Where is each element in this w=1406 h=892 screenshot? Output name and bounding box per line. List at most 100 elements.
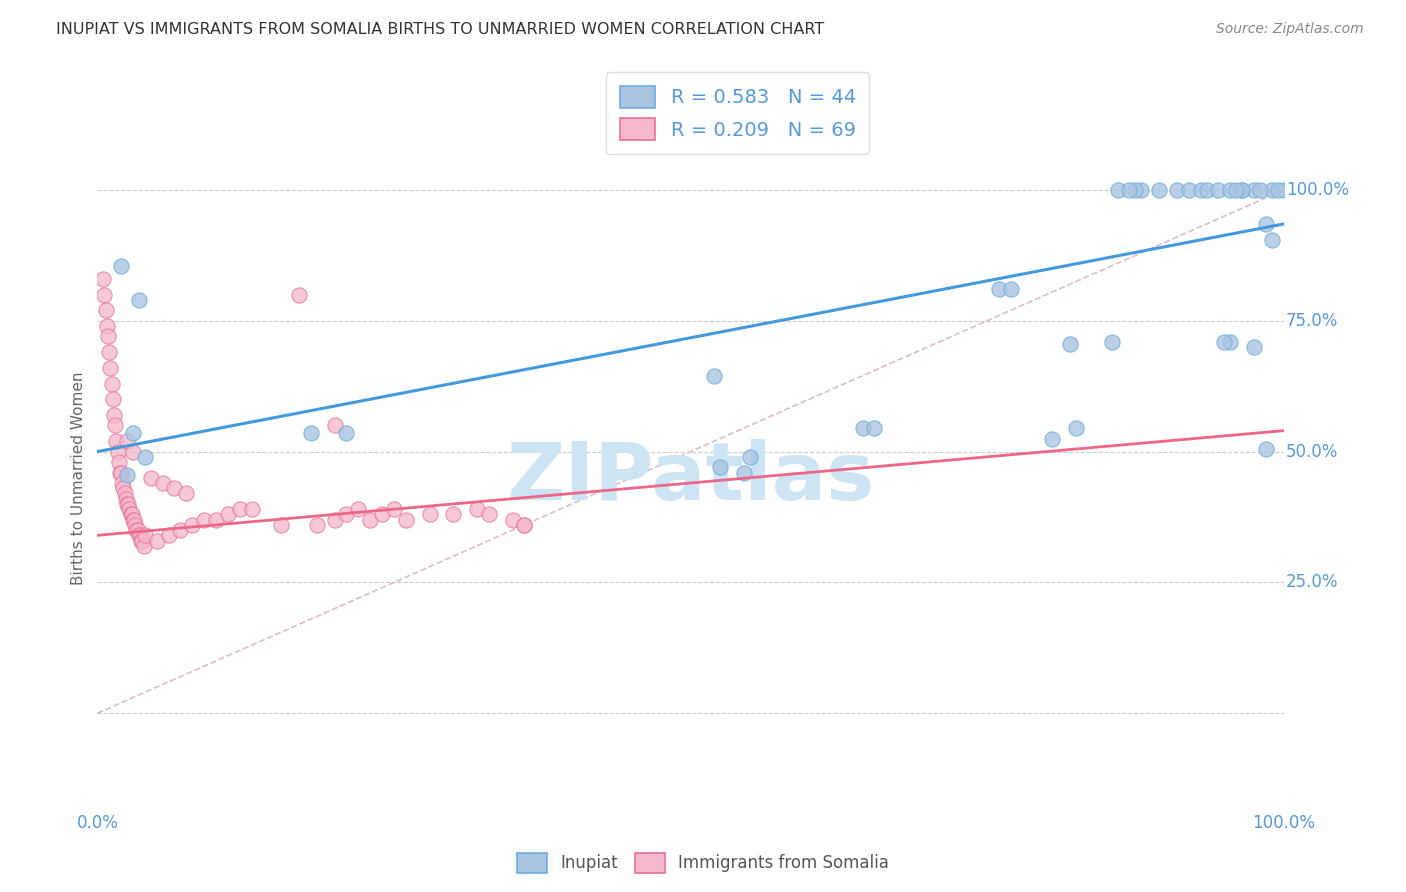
Point (124, 517, 146, 532)
Point (323, 418, 346, 433)
Point (1064, 421, 1087, 435)
Point (122, 513, 145, 527)
Point (709, 460, 731, 475)
Text: 50.0%: 50.0% (1286, 442, 1339, 460)
Point (1261, 233, 1284, 247)
Point (181, 517, 204, 532)
Point (205, 513, 228, 527)
Point (128, 293, 150, 307)
Point (128, 528, 150, 542)
Text: 25.0%: 25.0% (1286, 574, 1339, 591)
Point (101, 392, 124, 407)
Point (121, 508, 143, 522)
Point (851, 421, 873, 435)
Point (97, 329, 120, 343)
Point (703, 368, 725, 383)
Point (96, 318, 118, 333)
Point (1177, 183, 1199, 197)
Point (112, 481, 135, 495)
Point (122, 426, 145, 441)
Point (120, 508, 142, 522)
Point (132, 539, 155, 553)
Point (127, 523, 149, 537)
Point (107, 455, 129, 469)
Point (118, 502, 141, 516)
Point (169, 523, 191, 537)
Point (382, 502, 405, 516)
Point (115, 497, 138, 511)
Point (217, 508, 239, 522)
Point (738, 450, 761, 464)
Point (1219, 334, 1241, 349)
Point (1107, 183, 1129, 197)
Point (107, 444, 129, 458)
Point (228, 502, 250, 516)
Point (270, 517, 292, 532)
Point (323, 513, 346, 527)
Point (176, 486, 198, 500)
Point (1213, 334, 1236, 349)
Point (1040, 432, 1063, 446)
Point (114, 491, 136, 506)
Point (1130, 183, 1153, 197)
Point (359, 513, 381, 527)
Point (1254, 217, 1277, 231)
Point (1219, 183, 1241, 197)
Text: 75.0%: 75.0% (1286, 312, 1339, 330)
Point (100, 360, 122, 375)
Point (117, 497, 139, 511)
Point (478, 508, 501, 522)
Point (114, 486, 136, 500)
Point (93, 287, 115, 301)
Legend: Inupiat, Immigrants from Somalia: Inupiat, Immigrants from Somalia (510, 847, 896, 880)
Point (193, 513, 215, 527)
Point (513, 517, 536, 532)
Point (335, 426, 357, 441)
Point (1195, 183, 1218, 197)
Point (1225, 183, 1247, 197)
Point (1261, 183, 1284, 197)
Point (103, 408, 125, 422)
Text: ZIPatlas: ZIPatlas (506, 439, 875, 516)
Point (1254, 442, 1277, 456)
Point (1166, 183, 1188, 197)
Point (1189, 183, 1212, 197)
Point (131, 533, 153, 548)
Point (1243, 183, 1265, 197)
Point (108, 466, 131, 480)
Point (395, 513, 418, 527)
Point (465, 502, 488, 516)
Legend: R = 0.583   N = 44, R = 0.209   N = 69: R = 0.583 N = 44, R = 0.209 N = 69 (606, 72, 869, 154)
Point (91, 272, 114, 286)
Point (863, 421, 886, 435)
Point (1059, 337, 1081, 351)
Point (1125, 183, 1147, 197)
Point (157, 528, 180, 542)
Point (1000, 282, 1022, 296)
Point (110, 259, 132, 273)
Point (111, 475, 134, 490)
Point (100, 376, 122, 391)
Point (733, 466, 755, 480)
Point (299, 426, 322, 441)
Point (1147, 183, 1170, 197)
Point (441, 508, 464, 522)
Point (1230, 183, 1253, 197)
Text: 100.0%: 100.0% (1286, 181, 1348, 199)
Point (110, 466, 132, 480)
Point (134, 528, 156, 542)
Point (502, 513, 524, 527)
Point (105, 434, 128, 449)
Point (98, 345, 121, 359)
Point (94, 303, 117, 318)
Point (129, 528, 152, 542)
Point (1101, 334, 1123, 349)
Point (1118, 183, 1140, 197)
Point (513, 517, 536, 532)
Point (1267, 183, 1289, 197)
Point (1208, 183, 1230, 197)
Point (122, 513, 145, 527)
Point (115, 434, 138, 449)
Y-axis label: Births to Unmarried Women: Births to Unmarried Women (72, 371, 86, 584)
Point (163, 481, 186, 495)
